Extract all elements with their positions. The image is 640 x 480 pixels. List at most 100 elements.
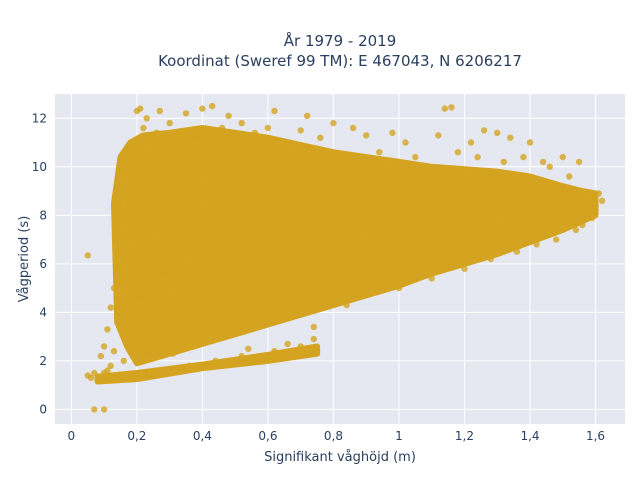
scatter-point bbox=[389, 129, 396, 136]
scatter-point bbox=[284, 340, 291, 348]
scatter-point bbox=[507, 134, 514, 141]
dense-point-band bbox=[94, 343, 321, 385]
scatter-point bbox=[232, 158, 239, 166]
scatter-point bbox=[212, 357, 219, 365]
scatter-point bbox=[290, 144, 298, 151]
scatter-point bbox=[582, 192, 589, 200]
scatter-point bbox=[238, 119, 245, 127]
y-tick-label: 2 bbox=[39, 354, 47, 368]
scatter-point bbox=[304, 112, 311, 120]
x-axis-title: Signifikant våghöjd (m) bbox=[264, 450, 416, 465]
scatter-point bbox=[402, 139, 409, 146]
scatter-point bbox=[376, 149, 383, 156]
scatter-point bbox=[500, 158, 507, 166]
scatter-point bbox=[117, 289, 124, 297]
scatter-point bbox=[461, 265, 468, 272]
scatter-point bbox=[349, 124, 357, 132]
x-tick-label: 1,6 bbox=[586, 429, 605, 443]
scatter-point bbox=[225, 112, 232, 120]
scatter-point bbox=[494, 129, 501, 136]
scatter-point bbox=[163, 149, 170, 156]
scatter-point bbox=[159, 275, 167, 282]
scatter-point bbox=[186, 255, 193, 263]
scatter-point bbox=[91, 406, 98, 413]
scatter-point bbox=[559, 207, 566, 214]
scatter-point bbox=[487, 255, 494, 263]
chart-title-line-2: Koordinat (Sweref 99 TM): E 467043, N 62… bbox=[158, 52, 522, 70]
y-tick-label: 0 bbox=[39, 402, 47, 416]
scatter-point bbox=[84, 252, 92, 259]
scatter-point bbox=[494, 217, 501, 224]
y-tick-label: 8 bbox=[39, 208, 47, 222]
y-tick-label: 6 bbox=[39, 257, 47, 271]
scatter-point bbox=[598, 197, 606, 204]
scatter-point bbox=[245, 345, 252, 352]
scatter-point bbox=[395, 284, 403, 292]
scatter-point bbox=[120, 202, 128, 209]
scatter-point bbox=[474, 153, 481, 161]
scatter-point bbox=[271, 348, 278, 355]
scatter-point bbox=[199, 105, 206, 112]
scatter-point bbox=[87, 374, 95, 382]
scatter-point bbox=[251, 129, 258, 136]
scatter-point bbox=[297, 343, 304, 350]
scatter-point bbox=[559, 153, 566, 161]
scatter-point bbox=[356, 153, 363, 161]
scatter-point bbox=[363, 231, 370, 238]
scatter-point bbox=[566, 173, 573, 180]
scatter-point bbox=[336, 158, 344, 166]
scatter-point bbox=[176, 134, 183, 141]
scatter-point bbox=[97, 352, 105, 360]
scatter-point bbox=[212, 331, 219, 338]
scatter-point bbox=[579, 221, 586, 229]
scatter-point bbox=[173, 197, 180, 204]
scatter-point bbox=[526, 139, 534, 146]
x-tick-label: 0,4 bbox=[193, 429, 212, 443]
scatter-point bbox=[156, 107, 163, 115]
scatter-point bbox=[114, 255, 121, 263]
scatter-point bbox=[199, 200, 206, 207]
x-tick-label: 0,2 bbox=[127, 429, 146, 443]
scatter-point bbox=[435, 132, 442, 139]
scatter-point bbox=[533, 241, 540, 248]
y-axis-ticks: 0 2 4 6 8 10 12 bbox=[32, 111, 47, 416]
y-tick-label: 12 bbox=[32, 111, 47, 125]
x-axis-ticks: 0 0,2 0,4 0,6 0,8 1 1,2 1,4 1,6 bbox=[68, 429, 606, 443]
scatter-point bbox=[107, 362, 114, 369]
scatter-point bbox=[146, 144, 154, 151]
scatter-point bbox=[513, 248, 521, 255]
x-tick-label: 0 bbox=[68, 429, 76, 443]
scatter-point bbox=[202, 178, 209, 185]
scatter-point bbox=[127, 333, 134, 340]
scatter-point bbox=[104, 326, 111, 333]
scatter-point bbox=[264, 187, 272, 195]
scatter-point bbox=[310, 335, 317, 343]
scatter-point bbox=[467, 139, 475, 146]
scatter-point bbox=[572, 226, 580, 234]
scatter-point bbox=[428, 275, 435, 282]
scatter-point bbox=[441, 105, 448, 112]
scatter-point bbox=[104, 367, 111, 374]
scatter-point bbox=[107, 304, 114, 311]
scatter-point bbox=[454, 149, 462, 156]
scatter-point bbox=[369, 289, 376, 297]
scatter-point bbox=[323, 149, 331, 156]
scatter-point bbox=[232, 260, 239, 268]
chart-title-line-1: År 1979 - 2019 bbox=[284, 31, 397, 50]
scatter-point bbox=[317, 134, 324, 141]
scatter-point bbox=[140, 369, 147, 377]
scatter-point bbox=[480, 127, 488, 134]
x-tick-label: 1 bbox=[395, 429, 403, 443]
scatter-point bbox=[412, 153, 419, 161]
scatter-point bbox=[166, 119, 173, 127]
scatter-point bbox=[91, 369, 98, 377]
scatter-point bbox=[382, 158, 390, 166]
y-tick-label: 4 bbox=[39, 305, 47, 319]
data-points bbox=[84, 102, 606, 413]
scatter-point bbox=[127, 158, 134, 166]
scatter-point bbox=[130, 139, 137, 146]
scatter-point bbox=[140, 124, 147, 132]
scatter-point bbox=[143, 115, 150, 122]
